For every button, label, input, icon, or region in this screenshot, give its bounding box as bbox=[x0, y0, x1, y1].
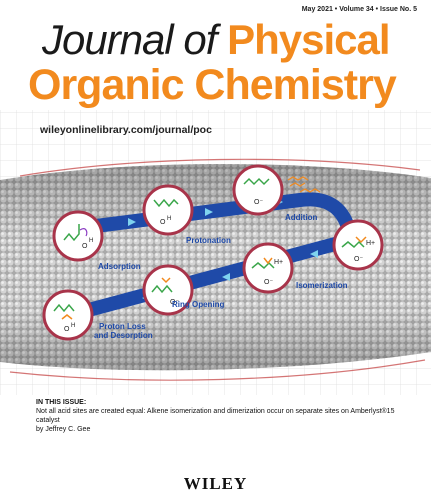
title-physical: Physical bbox=[227, 16, 390, 63]
svg-text:H: H bbox=[71, 323, 75, 329]
journal-title-line1: Journal of Physical bbox=[42, 16, 391, 63]
in-this-issue-heading: IN THIS ISSUE: bbox=[36, 399, 87, 406]
step-circle-ring-opening: H+ O⁻ bbox=[242, 242, 294, 294]
svg-text:O: O bbox=[160, 219, 166, 226]
step-circle-desorption: O H bbox=[42, 289, 94, 341]
svg-text:H+: H+ bbox=[366, 240, 375, 247]
issue-info: May 2021 • Volume 34 • Issue No. 5 bbox=[301, 6, 417, 13]
step-circle-isomerization: H+ O⁻ bbox=[332, 219, 384, 271]
mechanism-illustration: O H O H O⁻ H+ O⁻ H+ O⁻ bbox=[0, 158, 431, 381]
svg-text:O: O bbox=[64, 326, 70, 333]
svg-text:H+: H+ bbox=[274, 259, 283, 266]
journal-url[interactable]: wileyonlinelibrary.com/journal/poc bbox=[40, 124, 212, 136]
title-journal-of: Journal of bbox=[42, 16, 217, 63]
svg-text:O⁻: O⁻ bbox=[264, 279, 273, 286]
red-streak-bottom bbox=[9, 359, 426, 381]
label-proton-loss: Proton Loss bbox=[99, 322, 146, 331]
label-ring-opening: Ring Opening bbox=[172, 300, 225, 309]
journal-title-line2: Organic Chemistry bbox=[28, 61, 397, 109]
label-desorption: and Desorption bbox=[94, 331, 153, 340]
svg-text:H: H bbox=[167, 216, 171, 222]
svg-text:O⁻: O⁻ bbox=[170, 299, 179, 306]
step-circle-proton-transfer: O⁻ bbox=[142, 264, 194, 316]
label-isomerization: Isomerization bbox=[296, 281, 348, 290]
publisher-logo: WILEY bbox=[183, 474, 248, 493]
reaction-path-bottom bbox=[68, 233, 352, 322]
label-addition: Addition bbox=[285, 213, 318, 222]
svg-text:O⁻: O⁻ bbox=[254, 199, 263, 206]
step-circle-addition: O⁻ bbox=[232, 164, 284, 216]
label-adsorption: Adsorption bbox=[98, 262, 141, 271]
issue-panel-bg bbox=[0, 395, 431, 475]
label-protonation: Protonation bbox=[186, 236, 231, 245]
svg-text:H: H bbox=[89, 238, 93, 244]
step-circle-adsorption: O H bbox=[52, 210, 104, 262]
svg-text:O⁻: O⁻ bbox=[354, 256, 363, 263]
featured-article-author: by Jeffrey C. Gee bbox=[36, 426, 91, 433]
red-streak-top bbox=[19, 158, 421, 177]
step-circle-protonation: O H bbox=[142, 184, 194, 236]
svg-text:O: O bbox=[82, 243, 88, 250]
alkene-molecules bbox=[287, 176, 321, 193]
featured-article-title[interactable]: Not all acid sites are created equal: Al… bbox=[36, 408, 395, 424]
